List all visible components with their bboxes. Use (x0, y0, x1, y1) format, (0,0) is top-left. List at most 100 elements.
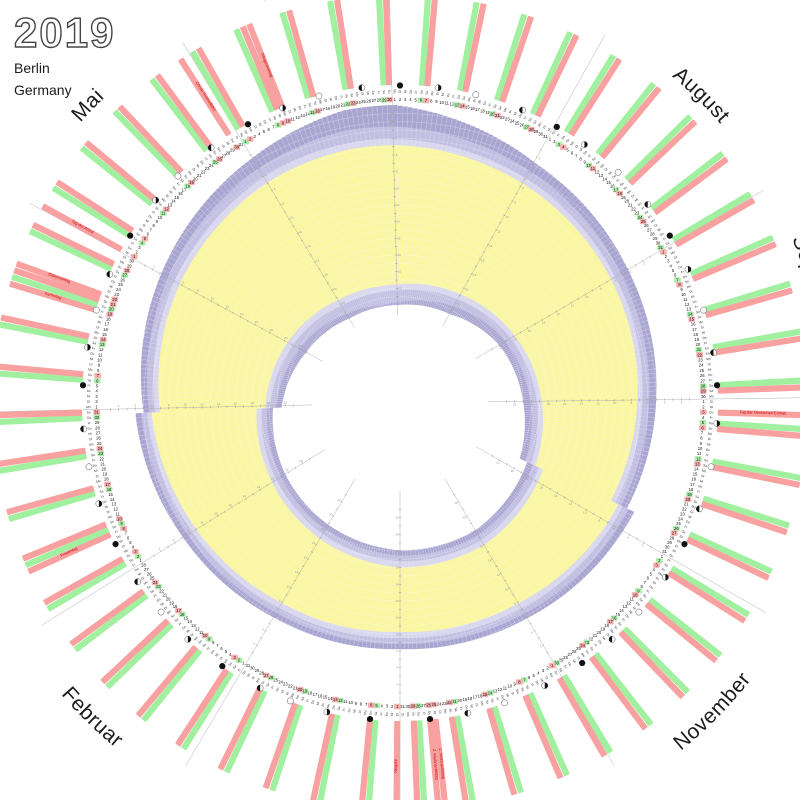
svg-text:Do: Do (409, 89, 413, 93)
svg-text:31: 31 (662, 549, 667, 554)
svg-text:So: So (183, 174, 189, 180)
svg-text:Mo: Mo (503, 107, 508, 113)
svg-text:12: 12 (299, 230, 303, 234)
svg-text:6: 6 (396, 153, 398, 157)
svg-text:11: 11 (199, 630, 204, 635)
holiday-label: Neujahr (393, 758, 398, 773)
weekend-bar (410, 720, 421, 800)
weekend-bar (568, 57, 622, 137)
weekend-bar (456, 1, 480, 92)
svg-text:14: 14 (305, 111, 310, 116)
weekend-bar (648, 597, 723, 658)
svg-text:27: 27 (264, 673, 269, 678)
svg-text:17: 17 (473, 695, 478, 700)
svg-text:17: 17 (692, 327, 697, 332)
weekend-bar (418, 0, 432, 86)
svg-text:22: 22 (201, 170, 206, 175)
svg-text:30: 30 (95, 415, 100, 420)
svg-text:24: 24 (580, 643, 585, 648)
svg-text:1: 1 (95, 404, 98, 409)
svg-text:Do: Do (334, 96, 339, 101)
svg-text:6: 6 (187, 529, 189, 533)
full-moon-icon (93, 306, 100, 314)
svg-text:7: 7 (575, 153, 578, 158)
new-moon-icon (396, 82, 404, 89)
svg-text:Sa: Sa (591, 156, 597, 162)
weekend-bar (624, 114, 693, 182)
holiday-bar (9, 280, 97, 313)
svg-text:So: So (243, 129, 249, 135)
svg-text:26: 26 (96, 436, 101, 441)
svg-text:13: 13 (686, 307, 691, 312)
svg-text:Fr: Fr (305, 698, 310, 703)
weekend-bar (0, 409, 83, 419)
svg-text:Fr: Fr (488, 102, 493, 107)
svg-text:Mi: Mi (109, 284, 114, 289)
full-moon-icon (315, 92, 323, 100)
svg-text:Di: Di (107, 289, 112, 294)
svg-text:3: 3 (95, 394, 98, 399)
weekend-bar (55, 179, 134, 233)
svg-text:Do: Do (241, 670, 247, 676)
svg-text:Do: Do (706, 448, 711, 453)
svg-text:Sa: Sa (208, 153, 214, 159)
weekend-bar (233, 28, 275, 113)
svg-text:4: 4 (664, 401, 666, 405)
svg-text:Mo: Mo (143, 580, 149, 586)
svg-text:11: 11 (591, 166, 596, 171)
svg-text:15: 15 (102, 332, 107, 337)
svg-text:Di: Di (106, 510, 110, 515)
svg-text:14: 14 (240, 312, 244, 316)
svg-text:23: 23 (205, 166, 210, 171)
svg-text:26: 26 (644, 223, 649, 228)
svg-text:Mo: Mo (686, 284, 692, 289)
svg-text:18: 18 (395, 549, 399, 553)
svg-text:So: So (661, 567, 667, 573)
svg-text:Di: Di (95, 474, 99, 479)
svg-text:Do: Do (597, 639, 603, 645)
svg-text:2: 2 (153, 265, 155, 269)
svg-text:Fr: Fr (204, 157, 210, 163)
svg-text:16: 16 (691, 477, 696, 482)
svg-text:Mo: Mo (119, 259, 125, 265)
svg-text:8: 8 (396, 632, 398, 636)
weekend-bar (24, 526, 110, 568)
svg-text:1: 1 (244, 139, 247, 144)
svg-text:Fr: Fr (641, 205, 647, 211)
svg-text:29: 29 (95, 420, 100, 425)
svg-text:Do: Do (98, 315, 103, 320)
svg-text:16: 16 (316, 258, 320, 262)
svg-text:So: So (110, 519, 115, 524)
svg-text:Do: Do (110, 279, 116, 284)
svg-text:17: 17 (320, 107, 325, 112)
svg-text:18: 18 (106, 317, 111, 322)
svg-text:Mi: Mi (505, 693, 510, 698)
svg-text:10: 10 (505, 587, 509, 591)
svg-text:4: 4 (396, 666, 398, 670)
svg-text:Mi: Mi (656, 227, 661, 232)
svg-text:So: So (693, 499, 698, 504)
svg-text:Fr: Fr (422, 712, 426, 716)
svg-text:20: 20 (267, 401, 271, 405)
svg-text:So: So (157, 201, 163, 207)
svg-text:Fr: Fr (151, 210, 157, 216)
svg-text:Mi: Mi (469, 704, 474, 708)
holiday-label: Karfreitag (44, 290, 62, 300)
svg-text:So: So (668, 245, 674, 251)
weekend-bar (43, 556, 124, 606)
svg-text:Mo: Mo (650, 218, 656, 224)
weekend-bar (716, 425, 800, 440)
svg-text:3: 3 (386, 704, 389, 709)
svg-text:16: 16 (612, 616, 617, 621)
svg-text:28: 28 (650, 232, 655, 237)
weekend-bar (711, 464, 800, 488)
new-moon-icon (553, 123, 560, 131)
svg-text:Sa: Sa (704, 458, 709, 463)
weekend-bar (117, 104, 184, 174)
svg-text:20: 20 (511, 469, 515, 473)
svg-text:Fr: Fr (342, 707, 347, 712)
svg-text:Do: Do (624, 613, 630, 619)
svg-text:Di: Di (358, 710, 362, 714)
svg-text:4: 4 (258, 132, 261, 137)
svg-text:Mo: Mo (393, 89, 397, 94)
